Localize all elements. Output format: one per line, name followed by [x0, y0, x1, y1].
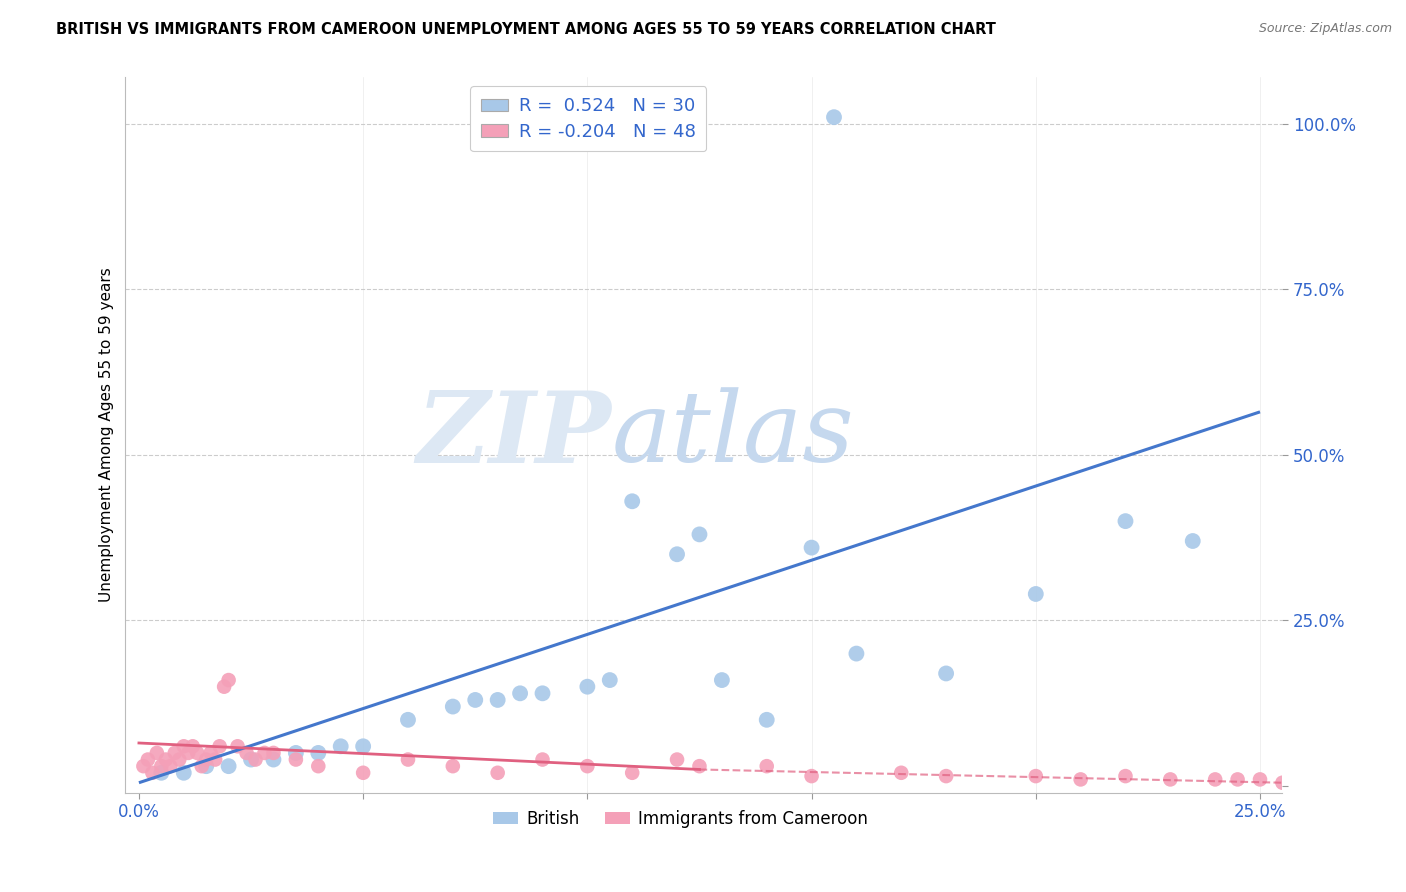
Legend: British, Immigrants from Cameroon: British, Immigrants from Cameroon: [486, 803, 875, 834]
Point: [262, 746, 284, 760]
Point: [755, 759, 778, 773]
Point: [1025, 769, 1047, 783]
Point: [509, 686, 531, 700]
Point: [890, 765, 912, 780]
Point: [688, 759, 710, 773]
Point: [181, 739, 204, 754]
Point: [441, 699, 464, 714]
Text: ZIP: ZIP: [416, 387, 612, 483]
Point: [208, 739, 231, 754]
Point: [576, 759, 599, 773]
Point: [169, 753, 191, 767]
Point: [935, 769, 957, 783]
Point: [218, 759, 240, 773]
Point: [284, 746, 307, 760]
Point: [146, 746, 169, 760]
Point: [204, 753, 226, 767]
Point: [396, 713, 419, 727]
Text: Source: ZipAtlas.com: Source: ZipAtlas.com: [1258, 22, 1392, 36]
Point: [177, 746, 200, 760]
Point: [159, 759, 181, 773]
Point: [240, 753, 263, 767]
Point: [1226, 772, 1249, 787]
Point: [136, 753, 159, 767]
Point: [800, 541, 823, 555]
Point: [141, 765, 163, 780]
Point: [132, 759, 155, 773]
Point: [710, 673, 733, 687]
Point: [150, 759, 173, 773]
Point: [486, 765, 509, 780]
Point: [621, 494, 644, 508]
Text: atlas: atlas: [612, 387, 855, 483]
Point: [307, 746, 329, 760]
Point: [218, 673, 240, 687]
Point: [284, 753, 307, 767]
Point: [262, 753, 284, 767]
Point: [186, 746, 208, 760]
Point: [253, 746, 276, 760]
Point: [823, 110, 845, 124]
Point: [666, 547, 689, 561]
Point: [1249, 772, 1271, 787]
Point: [329, 739, 352, 754]
Point: [845, 647, 868, 661]
Point: [666, 753, 689, 767]
Point: [235, 746, 257, 760]
Point: [688, 527, 710, 541]
Point: [531, 686, 554, 700]
Point: [800, 769, 823, 783]
Point: [1114, 769, 1136, 783]
Point: [163, 746, 186, 760]
Point: [1114, 514, 1136, 528]
Point: [1159, 772, 1181, 787]
Point: [531, 753, 554, 767]
Point: [307, 759, 329, 773]
Point: [1181, 534, 1204, 549]
Point: [621, 765, 644, 780]
Point: [212, 680, 235, 694]
Point: [935, 666, 957, 681]
Point: [599, 673, 621, 687]
Point: [352, 765, 374, 780]
Point: [195, 753, 218, 767]
Point: [755, 713, 778, 727]
Point: [396, 753, 419, 767]
Point: [1070, 772, 1092, 787]
Y-axis label: Unemployment Among Ages 55 to 59 years: Unemployment Among Ages 55 to 59 years: [100, 268, 114, 602]
Point: [150, 765, 173, 780]
Point: [1271, 775, 1294, 789]
Point: [245, 753, 267, 767]
Point: [226, 739, 249, 754]
Point: [486, 693, 509, 707]
Point: [195, 759, 218, 773]
Point: [190, 759, 212, 773]
Point: [155, 753, 177, 767]
Point: [173, 765, 195, 780]
Point: [173, 739, 195, 754]
Point: [352, 739, 374, 754]
Point: [464, 693, 486, 707]
Point: [441, 759, 464, 773]
Text: BRITISH VS IMMIGRANTS FROM CAMEROON UNEMPLOYMENT AMONG AGES 55 TO 59 YEARS CORRE: BRITISH VS IMMIGRANTS FROM CAMEROON UNEM…: [56, 22, 995, 37]
Point: [576, 680, 599, 694]
Point: [1204, 772, 1226, 787]
Point: [200, 746, 222, 760]
Point: [1025, 587, 1047, 601]
